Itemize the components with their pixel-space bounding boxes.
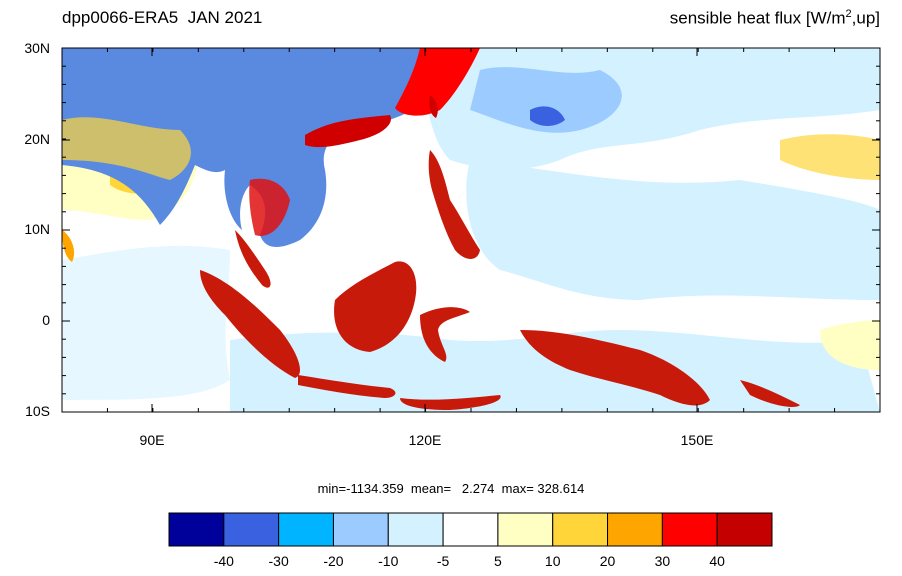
- land-new-guinea: [520, 330, 710, 406]
- ocean-flux-lightblue-west: [62, 245, 230, 400]
- stats-line: min=-1134.359 mean= 2.274 max= 328.614: [317, 481, 585, 496]
- land-indochina-red: [249, 178, 290, 236]
- land-sulawesi: [420, 307, 470, 362]
- colorbar-swatch: [387, 512, 444, 547]
- colorbar-label: -20: [323, 553, 344, 569]
- colorbar-swatch: [552, 512, 609, 547]
- colorbar-swatch: [497, 512, 554, 547]
- colorbar-label: -30: [268, 553, 289, 569]
- land-taiwan: [429, 95, 438, 118]
- land-malay-peninsula: [235, 230, 271, 288]
- colorbar-swatch: [716, 512, 773, 547]
- colorbar-label: 10: [544, 553, 561, 569]
- colorbar-label: 30: [654, 553, 671, 569]
- ocean-flux-darkblue: [530, 106, 565, 126]
- land-south-china-red: [305, 115, 391, 148]
- ocean-flux-yellow-se: [820, 320, 880, 370]
- colorbar-label: 20: [599, 553, 616, 569]
- figure-title: dpp0066-ERA5 JAN 2021: [62, 8, 263, 27]
- colorbar-swatch: [661, 512, 718, 547]
- lon-label-90e: 90E: [139, 432, 165, 448]
- colorbar-swatch: [442, 512, 499, 547]
- land-india-tip: [62, 230, 75, 262]
- lat-label-30n: 30N: [24, 40, 50, 56]
- land-java: [298, 375, 396, 398]
- colorbar-label: -40: [213, 553, 234, 569]
- colorbar-swatch: [278, 512, 334, 547]
- land-philippines: [428, 150, 480, 259]
- colorbar-swatch: [223, 512, 280, 547]
- lat-label-10n: 10N: [24, 221, 50, 237]
- colorbar-label: -10: [378, 553, 399, 569]
- colorbar: [168, 512, 773, 547]
- land-borneo: [334, 261, 417, 352]
- variable-title: sensible heat flux [W/m2,up]: [669, 8, 880, 28]
- land-asia-red-coast: [395, 48, 480, 116]
- land-sumatra: [200, 270, 300, 378]
- axis-minor-ticks: [61, 47, 881, 413]
- colorbar-swatch: [607, 512, 663, 547]
- colorbar-swatch: [332, 512, 389, 547]
- lon-label-120e: 120E: [408, 432, 442, 448]
- land-asia-warm-patches: [62, 117, 191, 180]
- colorbar-swatch: [168, 512, 225, 547]
- ocean-flux-yellow-east: [780, 134, 880, 180]
- colorbar-label: 5: [494, 553, 502, 569]
- colorbar-label: -5: [436, 553, 450, 569]
- land-solomon: [740, 380, 800, 407]
- ocean-flux-midblue: [470, 67, 622, 133]
- lon-label-150e: 150E: [680, 432, 714, 448]
- ocean-flux-lightblue-pacific: [466, 160, 880, 300]
- colorbar-label: 40: [709, 553, 725, 569]
- land-asia-mainland: [62, 48, 450, 247]
- lat-label-10s: 10S: [25, 403, 50, 419]
- lat-label-20n: 20N: [24, 131, 50, 147]
- lat-label-0: 0: [42, 312, 50, 328]
